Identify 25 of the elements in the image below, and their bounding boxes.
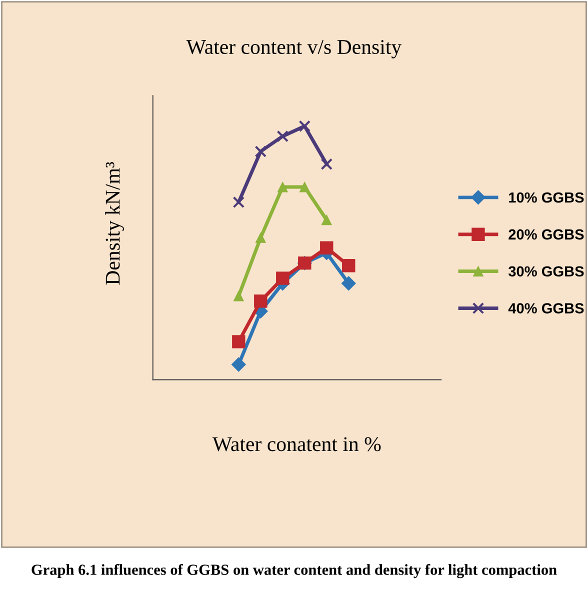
legend-label: 10% GGBS xyxy=(509,192,584,203)
point xyxy=(254,146,267,158)
point xyxy=(299,182,310,192)
point xyxy=(232,196,245,208)
point xyxy=(341,276,356,291)
point xyxy=(321,214,332,226)
point xyxy=(254,294,268,308)
point xyxy=(342,259,356,272)
point xyxy=(231,357,246,372)
x-axis-title: Water conatent in % xyxy=(212,437,381,452)
caption: Graph 6.1 influences of GGBS on water content and density for light compaction xyxy=(32,564,557,578)
legend-label: 30% GGBS xyxy=(508,266,584,277)
point xyxy=(320,241,334,254)
y-axis-title: Density kN/m³ xyxy=(105,162,124,285)
point xyxy=(276,130,289,142)
legend-label: 40% GGBS xyxy=(508,303,584,314)
point xyxy=(255,232,266,243)
point xyxy=(277,182,288,192)
point xyxy=(232,335,246,348)
point xyxy=(298,120,311,132)
chart-title: Water content v/s Density xyxy=(186,40,402,58)
legend-label: 20% GGBS xyxy=(508,229,584,240)
point xyxy=(320,158,333,170)
point xyxy=(276,272,290,285)
point xyxy=(233,290,244,302)
